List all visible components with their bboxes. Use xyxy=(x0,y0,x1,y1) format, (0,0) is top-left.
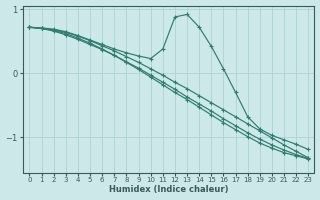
X-axis label: Humidex (Indice chaleur): Humidex (Indice chaleur) xyxy=(109,185,229,194)
